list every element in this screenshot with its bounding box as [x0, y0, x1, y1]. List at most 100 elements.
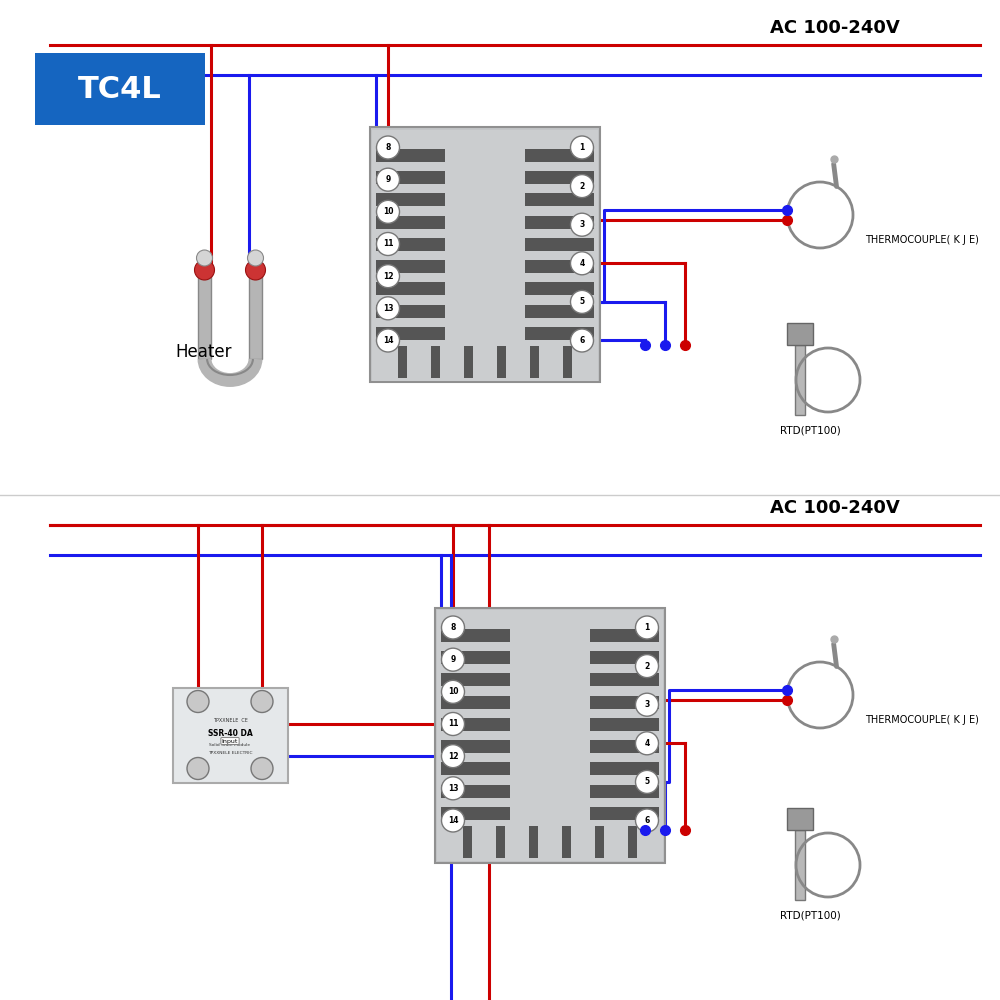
- Bar: [249, 274, 262, 359]
- Circle shape: [441, 616, 464, 639]
- Circle shape: [194, 260, 214, 280]
- Circle shape: [376, 168, 400, 191]
- Text: RTD(PT100): RTD(PT100): [780, 910, 840, 920]
- Circle shape: [570, 213, 594, 236]
- Text: Heater: Heater: [175, 343, 231, 361]
- Bar: [441, 629, 510, 642]
- Circle shape: [441, 680, 464, 703]
- Bar: [563, 346, 572, 377]
- Circle shape: [441, 712, 464, 736]
- Text: 11: 11: [448, 720, 458, 728]
- Text: Solid State Module: Solid State Module: [209, 742, 251, 746]
- Text: 14: 14: [448, 816, 458, 825]
- Circle shape: [187, 690, 209, 712]
- Circle shape: [636, 770, 659, 793]
- Circle shape: [376, 265, 400, 288]
- Text: 1: 1: [644, 623, 650, 632]
- Circle shape: [570, 252, 594, 275]
- Bar: [376, 327, 445, 340]
- Bar: [376, 305, 445, 318]
- Bar: [595, 825, 604, 857]
- Text: 4: 4: [579, 259, 585, 268]
- Bar: [795, 345, 805, 415]
- Text: 3: 3: [644, 700, 650, 709]
- Text: 10: 10: [448, 687, 458, 696]
- Text: 13: 13: [448, 784, 458, 793]
- FancyBboxPatch shape: [435, 607, 665, 862]
- Circle shape: [187, 758, 209, 780]
- Text: 9: 9: [385, 175, 391, 184]
- Text: RTD(PT100): RTD(PT100): [780, 425, 840, 435]
- Bar: [525, 260, 594, 273]
- Circle shape: [251, 690, 273, 712]
- Text: 6: 6: [644, 816, 650, 825]
- Text: Input: Input: [222, 738, 238, 743]
- Bar: [376, 238, 445, 251]
- FancyBboxPatch shape: [35, 53, 205, 125]
- Bar: [562, 825, 571, 857]
- Bar: [441, 740, 510, 753]
- Bar: [590, 673, 659, 686]
- Text: 4: 4: [644, 739, 650, 748]
- Bar: [787, 323, 813, 345]
- Text: 1: 1: [579, 143, 585, 152]
- Text: 2: 2: [579, 182, 585, 191]
- Bar: [529, 825, 538, 857]
- Bar: [628, 825, 637, 857]
- Bar: [590, 762, 659, 775]
- Text: AC 100-240V: AC 100-240V: [770, 499, 900, 517]
- Text: 6: 6: [579, 336, 585, 345]
- FancyBboxPatch shape: [173, 688, 288, 782]
- Text: 8: 8: [385, 143, 391, 152]
- Text: 14: 14: [383, 336, 393, 345]
- Bar: [530, 346, 539, 377]
- Bar: [376, 216, 445, 229]
- Bar: [376, 149, 445, 162]
- Bar: [376, 171, 445, 184]
- Text: 9: 9: [450, 655, 456, 664]
- Bar: [441, 762, 510, 775]
- Circle shape: [441, 648, 464, 671]
- Circle shape: [570, 136, 594, 159]
- Bar: [525, 282, 594, 295]
- Text: 12: 12: [383, 272, 393, 281]
- Text: THERMOCOUPLE( K J E): THERMOCOUPLE( K J E): [865, 715, 979, 725]
- Bar: [525, 238, 594, 251]
- Circle shape: [441, 809, 464, 832]
- Circle shape: [376, 329, 400, 352]
- Bar: [590, 785, 659, 798]
- Bar: [376, 193, 445, 206]
- Text: TC4L: TC4L: [78, 75, 162, 104]
- Bar: [590, 629, 659, 642]
- Bar: [525, 327, 594, 340]
- Text: 5: 5: [644, 777, 650, 786]
- Bar: [441, 651, 510, 664]
- Bar: [525, 193, 594, 206]
- Text: 5: 5: [579, 297, 585, 306]
- Text: 8: 8: [450, 623, 456, 632]
- Bar: [464, 346, 473, 377]
- Bar: [463, 825, 472, 857]
- Bar: [431, 346, 440, 377]
- Text: TPXXNELE  CE: TPXXNELE CE: [213, 718, 247, 723]
- Bar: [787, 808, 813, 830]
- Bar: [398, 346, 407, 377]
- Circle shape: [570, 329, 594, 352]
- Text: 11: 11: [383, 239, 393, 248]
- Bar: [376, 282, 445, 295]
- Bar: [441, 718, 510, 731]
- Circle shape: [376, 200, 400, 223]
- Bar: [525, 149, 594, 162]
- Text: 2: 2: [644, 662, 650, 671]
- Circle shape: [636, 616, 659, 639]
- Bar: [441, 696, 510, 709]
- Circle shape: [570, 290, 594, 313]
- Bar: [525, 216, 594, 229]
- Circle shape: [636, 693, 659, 716]
- Bar: [590, 651, 659, 664]
- Bar: [525, 305, 594, 318]
- Circle shape: [636, 655, 659, 678]
- Bar: [372, 129, 598, 380]
- Bar: [795, 830, 805, 900]
- Circle shape: [570, 175, 594, 198]
